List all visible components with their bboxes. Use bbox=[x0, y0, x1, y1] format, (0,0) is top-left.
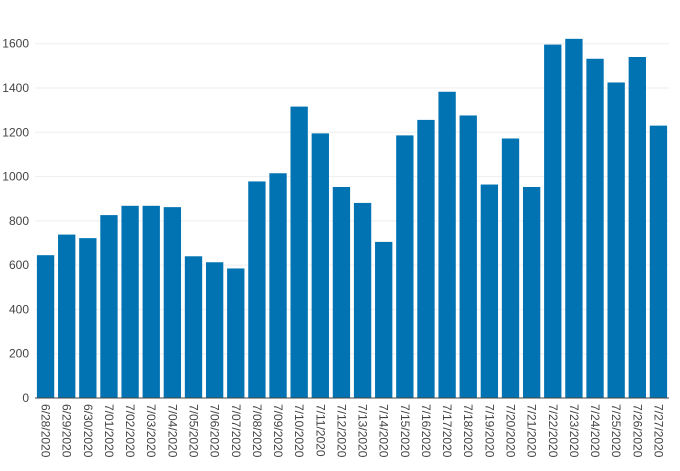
x-tick-label: 7/27/2020 bbox=[651, 404, 665, 458]
bar bbox=[628, 57, 646, 398]
bar bbox=[396, 135, 414, 398]
bar bbox=[375, 241, 393, 398]
bar bbox=[311, 133, 329, 398]
bar bbox=[649, 125, 668, 398]
x-tick-label: 7/19/2020 bbox=[482, 404, 496, 458]
y-tick-label: 800 bbox=[9, 214, 29, 228]
x-tick-label: 6/28/2020 bbox=[39, 404, 53, 458]
bar bbox=[58, 234, 76, 398]
y-tick-label: 400 bbox=[9, 302, 29, 316]
x-tick-label: 7/21/2020 bbox=[525, 404, 539, 458]
bar bbox=[565, 38, 583, 399]
y-tick-label: 1400 bbox=[2, 81, 29, 95]
x-tick-label: 7/10/2020 bbox=[292, 404, 306, 458]
bar bbox=[607, 82, 625, 399]
x-tick-label: 7/24/2020 bbox=[588, 404, 602, 458]
x-tick-label: 6/30/2020 bbox=[81, 404, 95, 458]
bar bbox=[269, 173, 287, 398]
x-tick-label: 7/07/2020 bbox=[229, 404, 243, 458]
x-tick-label: 7/03/2020 bbox=[144, 404, 158, 458]
x-tick-label: 7/16/2020 bbox=[419, 404, 433, 458]
bar bbox=[36, 255, 55, 398]
x-tick-label: 7/25/2020 bbox=[609, 404, 623, 458]
bars bbox=[36, 38, 668, 399]
x-tick-label: 7/22/2020 bbox=[546, 404, 560, 458]
x-tick-label: 7/09/2020 bbox=[271, 404, 285, 458]
bar bbox=[79, 238, 97, 398]
x-tick-label: 7/17/2020 bbox=[440, 404, 454, 458]
bar bbox=[205, 262, 224, 398]
y-tick-label: 200 bbox=[9, 347, 29, 361]
x-tick-label: 7/18/2020 bbox=[461, 404, 475, 458]
bar bbox=[438, 91, 456, 398]
y-tick-label: 1000 bbox=[2, 170, 29, 184]
x-tick-label: 7/02/2020 bbox=[123, 404, 137, 458]
bar bbox=[142, 205, 160, 398]
grid-lines bbox=[35, 43, 669, 355]
x-tick-label: 7/15/2020 bbox=[398, 404, 412, 458]
bar bbox=[586, 58, 604, 399]
x-tick-label: 7/12/2020 bbox=[334, 404, 348, 458]
bar bbox=[100, 215, 118, 398]
bar bbox=[332, 186, 351, 398]
bar bbox=[480, 184, 499, 398]
bar bbox=[417, 119, 435, 398]
bar bbox=[290, 106, 308, 398]
bar bbox=[459, 115, 477, 399]
x-tick-label: 7/05/2020 bbox=[187, 404, 201, 458]
bar bbox=[248, 181, 266, 398]
x-tick-label: 7/11/2020 bbox=[313, 404, 327, 457]
y-tick-label: 0 bbox=[22, 391, 29, 405]
x-tick-label: 7/26/2020 bbox=[630, 404, 644, 458]
bar bbox=[163, 207, 182, 398]
y-tick-label: 1200 bbox=[2, 125, 29, 139]
bar bbox=[227, 268, 245, 398]
x-tick-label: 7/04/2020 bbox=[165, 404, 179, 458]
x-tick-label: 7/13/2020 bbox=[356, 404, 370, 458]
x-tick-label: 7/06/2020 bbox=[208, 404, 222, 458]
x-tick-labels: 6/28/2020 6/29/2020 6/30/2020 7/01/2020 7/02… bbox=[39, 404, 666, 458]
bar bbox=[501, 138, 520, 399]
bar bbox=[522, 186, 541, 398]
x-tick-label: 7/20/2020 bbox=[504, 404, 518, 458]
x-tick-label: 6/29/2020 bbox=[60, 404, 74, 458]
bar bbox=[353, 202, 372, 398]
x-tick-label: 7/23/2020 bbox=[567, 404, 581, 458]
bar bbox=[121, 205, 139, 398]
bar bbox=[184, 256, 203, 398]
bar bbox=[544, 44, 562, 398]
y-tick-label: 1600 bbox=[2, 37, 29, 51]
x-tick-label: 7/01/2020 bbox=[102, 404, 116, 458]
x-tick-label: 7/14/2020 bbox=[377, 404, 391, 458]
x-tick-label: 7/08/2020 bbox=[250, 404, 264, 458]
y-tick-label: 600 bbox=[9, 258, 29, 272]
y-tick-labels: 0 200 400 600 800 1000 1200 1400 1600 bbox=[2, 37, 29, 405]
